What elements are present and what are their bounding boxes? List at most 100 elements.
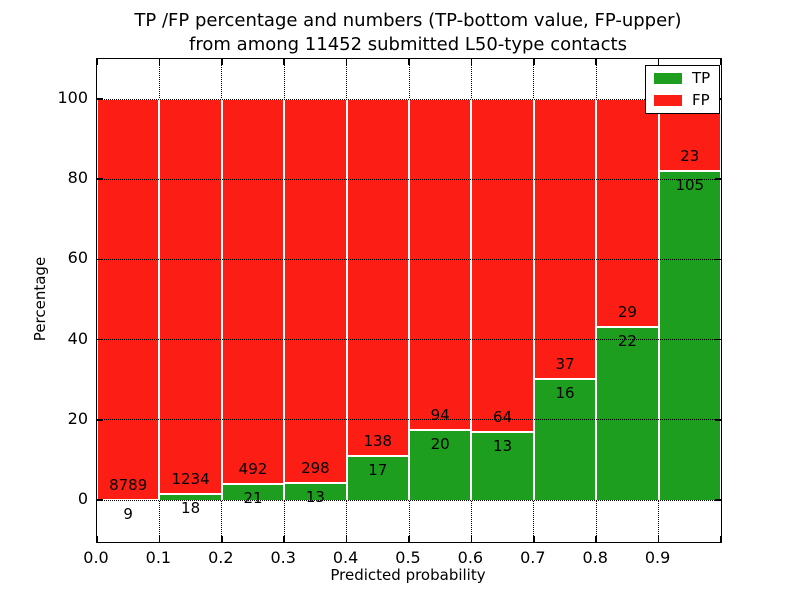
chart-title: TP /FP percentage and numbers (TP-bottom…	[96, 9, 720, 57]
fp-count-label: 29	[617, 303, 637, 322]
legend-item-tp: TP	[654, 71, 710, 86]
x-tick-mark	[720, 536, 722, 542]
tp-bar-segment	[346, 456, 409, 501]
x-tick-label: 0.6	[457, 548, 484, 567]
y-gridline	[97, 499, 721, 501]
y-tick-mark	[715, 178, 721, 180]
fp-bar-segment	[346, 99, 409, 457]
y-tick-mark	[97, 419, 103, 421]
x-tick-mark	[158, 59, 161, 65]
legend-label-tp: TP	[692, 69, 711, 87]
x-tick-mark	[345, 536, 348, 542]
tp-color-swatch-icon	[654, 73, 682, 84]
x-tick-mark	[470, 59, 473, 65]
chart-title-line2: from among 11452 submitted L50-type cont…	[189, 34, 627, 55]
y-tick-label: 100	[57, 88, 88, 107]
fp-count-label: 8789	[109, 475, 148, 494]
y-tick-mark	[97, 258, 103, 261]
fp-bar-segment	[284, 99, 347, 484]
x-tick-mark	[283, 59, 285, 65]
tp-bar-segment	[596, 327, 659, 501]
chart-title-line1: TP /FP percentage and numbers (TP-bottom…	[134, 10, 682, 31]
tp-count-label: 16	[555, 383, 575, 402]
y-gridline	[97, 339, 721, 341]
y-tick-mark	[715, 499, 721, 501]
x-tick-mark	[408, 59, 410, 65]
x-tick-mark	[533, 59, 535, 65]
x-tick-mark	[96, 536, 98, 542]
x-axis-label: Predicted probability	[330, 566, 486, 584]
x-tick-mark	[96, 59, 98, 65]
x-tick-mark	[283, 536, 285, 542]
tp-bar-segment	[159, 494, 222, 501]
x-tick-label: 0.4	[332, 548, 359, 567]
x-tick-label: 0.2	[208, 548, 234, 567]
plot-area: 8789 9 1234 18 492 21 298 13 138 17 94 20 64 13 37 16 29…	[96, 58, 722, 543]
x-tick-mark	[720, 59, 722, 65]
fp-bar-segment	[409, 99, 472, 430]
fp-bar-segment	[159, 99, 222, 495]
y-tick-mark	[97, 98, 103, 100]
tp-count-label: 22	[617, 332, 637, 351]
fp-count-label: 64	[493, 408, 513, 427]
x-tick-label: 0.9	[644, 548, 671, 567]
tp-bar-segment	[533, 378, 597, 501]
fp-bar-segment	[471, 99, 534, 433]
y-tick-mark	[97, 178, 103, 180]
tp-count-label: 17	[368, 461, 388, 480]
legend-item-fp: FP	[654, 93, 710, 108]
fp-count-label: 94	[430, 405, 450, 424]
fp-count-label: 298	[301, 459, 330, 478]
x-tick-mark	[158, 536, 161, 542]
y-gridline	[97, 419, 721, 421]
y-tick-label: 20	[67, 408, 88, 428]
fp-color-swatch-icon	[654, 95, 682, 106]
x-tick-mark	[595, 536, 597, 542]
y-gridline	[97, 98, 721, 100]
y-tick-mark	[97, 338, 103, 341]
fp-bar-segment	[533, 99, 597, 379]
x-tick-mark	[345, 59, 348, 65]
fp-count-label: 1234	[171, 470, 210, 489]
x-tick-mark	[408, 536, 410, 542]
fp-count-label: 37	[555, 354, 575, 373]
y-axis-label: Percentage	[31, 256, 49, 342]
x-tick-mark	[470, 536, 473, 542]
x-tick-label: 0.3	[270, 548, 296, 567]
x-tick-label: 0.5	[395, 548, 421, 567]
x-tick-mark	[221, 536, 223, 542]
legend-label-fp: FP	[692, 91, 710, 109]
y-tick-label: 80	[67, 168, 88, 188]
x-tick-mark	[657, 59, 660, 65]
y-gridline	[97, 178, 721, 180]
fp-count-label: 23	[680, 147, 700, 166]
fp-count-label: 138	[363, 432, 393, 451]
y-tick-mark	[97, 499, 103, 501]
tp-count-label: 21	[243, 488, 263, 507]
x-tick-label: 0.0	[83, 548, 109, 567]
x-tick-mark	[221, 59, 223, 65]
tp-count-label: 105	[675, 176, 705, 195]
y-tick-label: 0	[77, 489, 88, 508]
x-tick-mark	[533, 536, 535, 542]
tp-count-label: 18	[181, 499, 201, 518]
fp-bar-segment	[221, 99, 285, 484]
y-tick-mark	[715, 419, 721, 421]
y-tick-label: 60	[67, 248, 88, 268]
y-tick-mark	[715, 338, 721, 341]
tp-count-label: 20	[430, 434, 450, 453]
tp-count-label: 13	[493, 437, 513, 456]
tp-bar-segment	[409, 429, 472, 501]
fp-count-label: 492	[238, 459, 268, 478]
y-tick-mark	[715, 258, 721, 261]
x-tick-label: 0.8	[582, 548, 608, 567]
y-gridline	[97, 258, 721, 260]
x-tick-label: 0.1	[145, 548, 172, 567]
tp-bar-segment	[658, 171, 721, 501]
tp-count-label: 9	[123, 504, 133, 523]
x-tick-mark	[657, 536, 660, 542]
x-tick-mark	[595, 59, 597, 65]
y-tick-label: 40	[67, 328, 88, 348]
x-tick-label: 0.7	[520, 548, 546, 567]
